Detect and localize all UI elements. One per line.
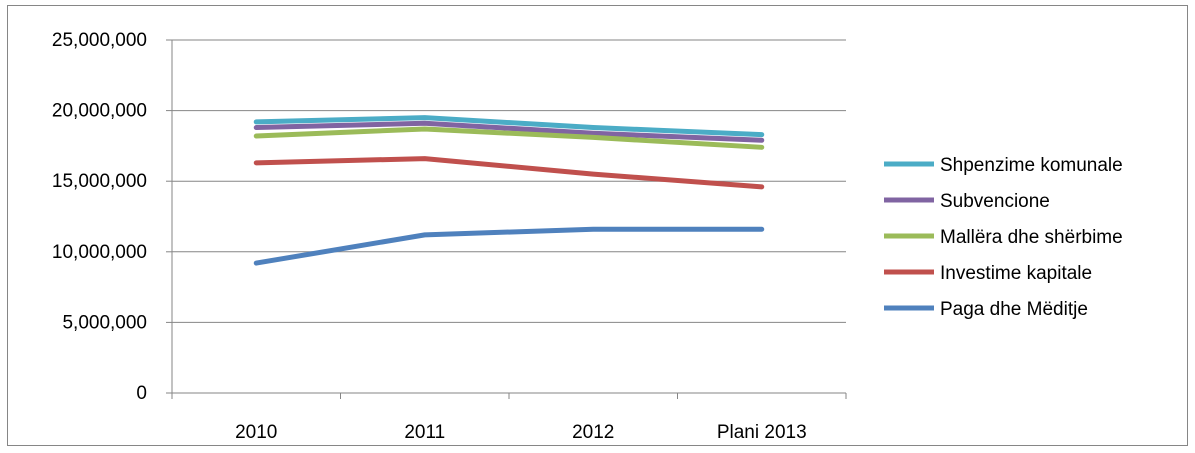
gridlines	[172, 39, 846, 323]
chart-area	[7, 5, 1188, 446]
x-tick-label: 2012	[572, 422, 614, 443]
x-tick-label: Plani 2013	[717, 422, 807, 443]
series-line-4	[253, 156, 765, 190]
legend-label: Subvencione	[940, 191, 1050, 212]
legend-label: Mallëra dhe shërbime	[940, 227, 1123, 248]
legend-label: Investime kapitale	[940, 263, 1092, 284]
legend-label: Paga dhe Mëditje	[940, 299, 1088, 320]
x-tick-label: 2010	[235, 422, 277, 443]
series-lines	[253, 115, 765, 266]
series-line-2	[253, 120, 765, 143]
x-tick-label: 2011	[404, 422, 445, 443]
series-line-5	[253, 226, 765, 266]
y-tick-label: 10,000,000	[52, 242, 147, 263]
series-line-1	[253, 115, 765, 138]
y-tick-label: 15,000,000	[52, 171, 147, 192]
axes: 0 5,000,000 10,000,000 15,000,000 20,000,000…	[52, 30, 847, 443]
y-tick-label: 5,000,000	[62, 312, 147, 333]
legend-label: Shpenzime komunale	[940, 155, 1123, 176]
y-tick-label: 25,000,000	[52, 30, 147, 51]
legend: Shpenzime komunale Subvencione Mallëra dhe…	[884, 155, 1123, 320]
y-tick-label: 0	[136, 383, 147, 404]
y-tick-label: 20,000,000	[52, 101, 147, 122]
series-line-3	[253, 126, 765, 150]
